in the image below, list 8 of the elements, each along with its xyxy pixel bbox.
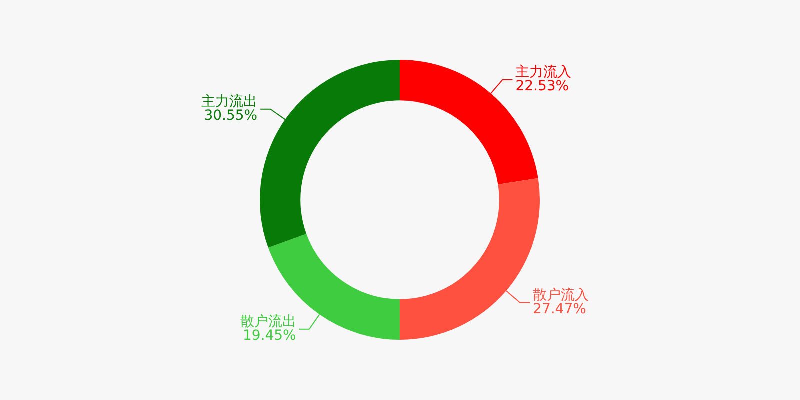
data-label: 19.45% xyxy=(242,328,296,344)
data-label: 22.53% xyxy=(516,78,570,95)
slice-label: 主力流出 xyxy=(202,94,258,110)
slice-label: 主力流入 xyxy=(516,64,572,81)
data-label: 27.47% xyxy=(533,301,586,318)
slice-label: 散户流出 xyxy=(240,314,296,330)
data-label: 30.55% xyxy=(204,108,258,124)
slice-label: 散户流入 xyxy=(533,287,590,304)
